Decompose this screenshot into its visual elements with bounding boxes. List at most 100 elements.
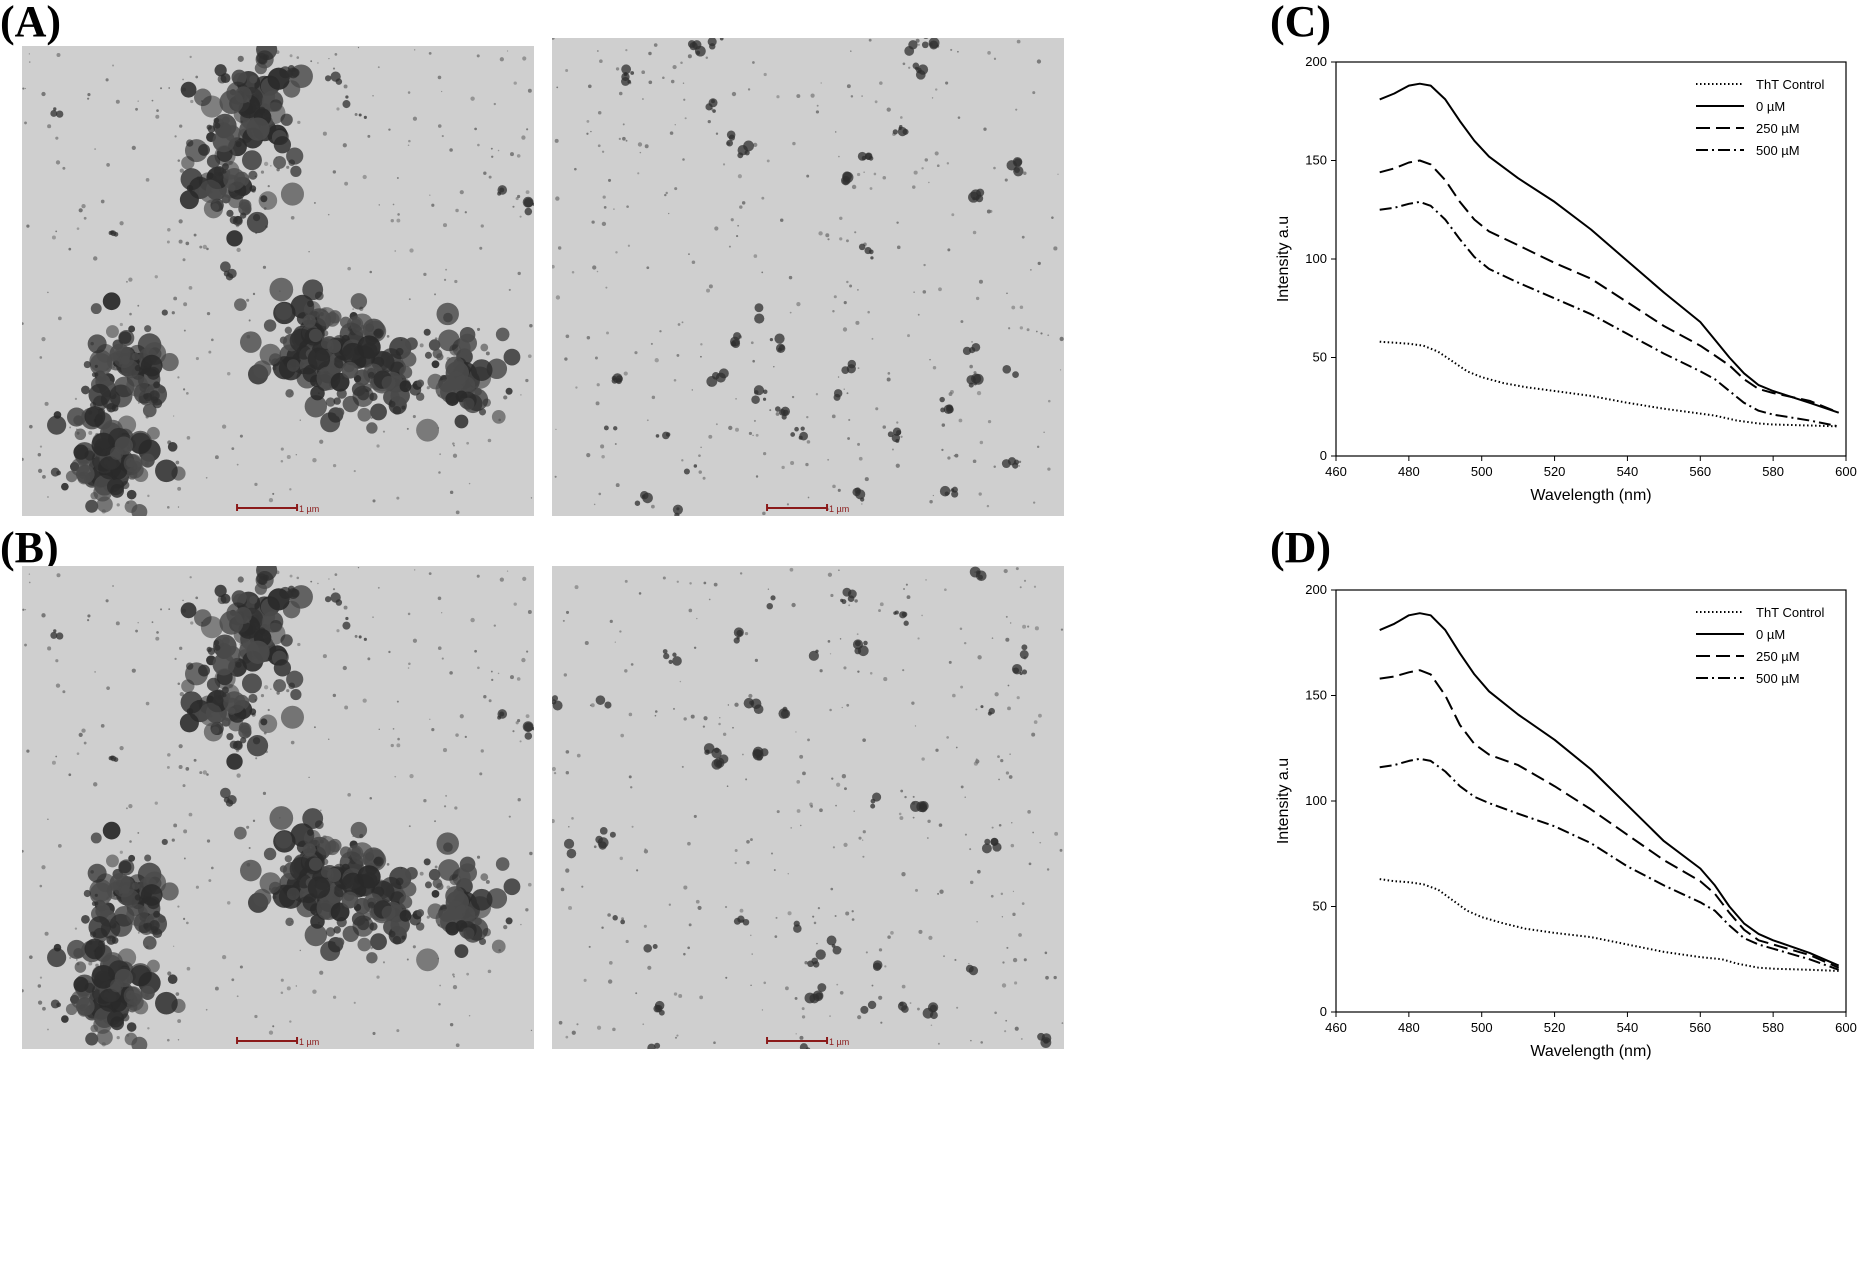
aggregate-blob <box>495 327 510 342</box>
small-aggregate <box>804 983 827 1004</box>
particle <box>362 698 367 703</box>
particle <box>396 496 400 500</box>
particle <box>477 666 480 670</box>
particle <box>151 621 154 624</box>
particle <box>989 209 993 213</box>
particle <box>1051 216 1054 219</box>
legend-label: 0 µM <box>1756 627 1785 642</box>
aggregate-blob <box>87 334 107 354</box>
particle <box>951 213 955 217</box>
particle <box>796 94 801 99</box>
particle <box>526 128 529 131</box>
small-aggregate <box>256 573 269 586</box>
small-blob <box>899 611 907 619</box>
particle <box>525 714 530 719</box>
particle <box>497 149 500 152</box>
particle <box>378 728 380 731</box>
aggregate-blob <box>61 482 69 491</box>
small-aggregate <box>980 705 995 716</box>
particle <box>993 166 996 170</box>
aggregate-blob <box>491 409 506 424</box>
particle <box>625 48 628 52</box>
particle <box>1004 1030 1007 1033</box>
particle <box>270 688 272 690</box>
particle <box>679 680 682 683</box>
particle <box>631 825 634 828</box>
particle <box>891 448 894 451</box>
aggregate-blob <box>307 300 314 308</box>
particle <box>994 692 999 697</box>
particle <box>681 459 684 462</box>
particle <box>958 418 963 423</box>
particle <box>491 678 494 681</box>
particle <box>295 453 298 456</box>
small-blob <box>240 737 247 744</box>
particle <box>598 492 602 496</box>
small-blob <box>901 1005 909 1013</box>
particle <box>497 672 500 675</box>
small-blob <box>770 595 776 601</box>
particle <box>913 170 918 175</box>
aggregate-cluster <box>81 821 179 939</box>
small-aggregate <box>522 721 534 740</box>
particle <box>900 789 904 793</box>
particle <box>927 819 931 824</box>
particle <box>938 823 943 827</box>
particle <box>188 286 193 290</box>
small-blob <box>870 256 874 260</box>
particle <box>735 427 739 432</box>
particle <box>76 227 80 230</box>
small-aggregate <box>733 627 744 644</box>
small-blob <box>595 695 606 705</box>
particle <box>119 221 124 226</box>
y-tick-label: 100 <box>1305 251 1327 266</box>
small-aggregate <box>852 487 866 502</box>
particle <box>137 831 140 834</box>
particle <box>715 423 718 426</box>
particle <box>946 162 950 165</box>
small-blob <box>647 1043 656 1049</box>
particle <box>728 425 733 431</box>
small-blob <box>358 113 362 117</box>
small-aggregate <box>893 610 909 626</box>
aggregate-blob <box>128 854 136 862</box>
particle <box>483 171 487 175</box>
small-blob <box>401 405 406 410</box>
aggregate-blob <box>207 695 214 703</box>
aggregate-blob <box>470 359 493 381</box>
small-blob <box>222 163 229 170</box>
particle <box>171 311 175 315</box>
small-blob <box>775 406 781 412</box>
particle <box>270 165 272 167</box>
y-tick-label: 200 <box>1305 582 1327 597</box>
particle <box>944 588 947 592</box>
particle <box>847 437 850 440</box>
particle <box>195 596 199 600</box>
aggregate-blob <box>438 329 460 352</box>
particle <box>186 966 191 971</box>
aggregate-blob <box>140 884 163 906</box>
particle <box>887 935 891 939</box>
particle <box>41 865 46 870</box>
particle <box>980 1041 983 1044</box>
small-blob <box>662 431 670 440</box>
small-aggregate <box>220 787 237 807</box>
particle <box>105 599 109 603</box>
aggregate-blob <box>357 865 381 889</box>
particle <box>751 953 753 955</box>
particle <box>805 462 809 467</box>
aggregate-cluster <box>390 832 521 972</box>
particle <box>280 991 284 994</box>
particle <box>954 958 957 961</box>
particle <box>841 774 847 779</box>
particle <box>367 134 371 138</box>
small-blob <box>984 838 991 845</box>
particle <box>441 612 443 614</box>
particle <box>1007 684 1010 687</box>
small-blob <box>342 100 351 109</box>
particle <box>668 903 671 906</box>
small-blob <box>83 889 91 898</box>
aggregate-cluster <box>179 640 304 770</box>
aggregate-blob <box>90 832 102 844</box>
particle <box>896 221 899 224</box>
